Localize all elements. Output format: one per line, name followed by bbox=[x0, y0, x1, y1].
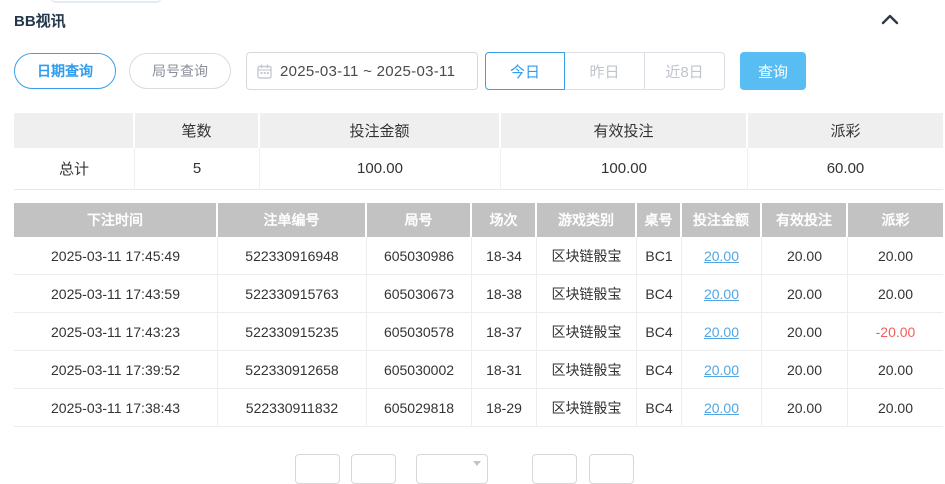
game-type-cell: 区块链骰宝 bbox=[537, 275, 637, 313]
round-no-cell: 605030578 bbox=[367, 313, 472, 351]
round-no-cell: 605030986 bbox=[367, 237, 472, 275]
header-ticket-no: 注单编号 bbox=[218, 203, 367, 237]
panel-header: BB视讯 bbox=[14, 0, 931, 30]
summary-total-label: 总计 bbox=[14, 148, 135, 190]
payout-cell: -20.00 bbox=[848, 313, 943, 351]
pagination-next-button[interactable] bbox=[532, 454, 577, 484]
table-no-cell: BC4 bbox=[637, 313, 682, 351]
game-type-cell: 区块链骰宝 bbox=[537, 389, 637, 427]
session-cell: 18-38 bbox=[472, 275, 537, 313]
ticket-no-cell: 522330911832 bbox=[218, 389, 367, 427]
bet-amount-link[interactable]: 20.00 bbox=[703, 285, 740, 302]
summary-header-bet-amount: 投注金额 bbox=[260, 113, 501, 148]
table-no-cell: BC4 bbox=[637, 351, 682, 389]
header-valid-bet: 有效投注 bbox=[762, 203, 848, 237]
payout-cell: 20.00 bbox=[848, 237, 943, 275]
valid-bet-cell: 20.00 bbox=[762, 275, 848, 313]
header-table-no: 桌号 bbox=[637, 203, 682, 237]
game-type-cell: 区块链骰宝 bbox=[537, 351, 637, 389]
summary-header-row: 笔数 投注金额 有效投注 派彩 bbox=[14, 113, 943, 148]
summary-header-valid-bet: 有效投注 bbox=[501, 113, 748, 148]
bet-time-cell: 2025-03-11 17:39:52 bbox=[14, 351, 218, 389]
ticket-no-cell: 522330915763 bbox=[218, 275, 367, 313]
table-row: 2025-03-11 17:38:43 522330911832 6050298… bbox=[14, 389, 943, 427]
table-no-cell: BC4 bbox=[637, 275, 682, 313]
page-title: BB视讯 bbox=[14, 13, 66, 30]
summary-total-row: 总计 5 100.00 100.00 60.00 bbox=[14, 148, 943, 190]
bet-time-cell: 2025-03-11 17:38:43 bbox=[14, 389, 218, 427]
session-cell: 18-34 bbox=[472, 237, 537, 275]
ticket-no-cell: 522330915235 bbox=[218, 313, 367, 351]
quick-range-yesterday-button[interactable]: 昨日 bbox=[565, 52, 645, 90]
summary-header-payout: 派彩 bbox=[748, 113, 943, 148]
ticket-no-cell: 522330912658 bbox=[218, 351, 367, 389]
valid-bet-cell: 20.00 bbox=[762, 313, 848, 351]
game-type-cell: 区块链骰宝 bbox=[537, 237, 637, 275]
table-no-cell: BC1 bbox=[637, 237, 682, 275]
valid-bet-cell: 20.00 bbox=[762, 389, 848, 427]
table-row: 2025-03-11 17:43:59 522330915763 6050306… bbox=[14, 275, 943, 313]
calendar-icon bbox=[257, 64, 272, 79]
bb-video-panel: BB视讯 日期查询 局号查询 2025-03-11 ~ 2025-03-11 bbox=[14, 0, 943, 484]
quick-range-today-button[interactable]: 今日 bbox=[485, 52, 565, 90]
table-row: 2025-03-11 17:45:49 522330916948 6050309… bbox=[14, 237, 943, 275]
session-cell: 18-31 bbox=[472, 351, 537, 389]
summary-total-count: 5 bbox=[135, 148, 260, 190]
page-size-select[interactable] bbox=[416, 454, 488, 484]
bet-time-cell: 2025-03-11 17:45:49 bbox=[14, 237, 218, 275]
table-row: 2025-03-11 17:43:23 522330915235 6050305… bbox=[14, 313, 943, 351]
collapse-panel-button[interactable] bbox=[881, 11, 899, 31]
summary-total-payout: 60.00 bbox=[748, 148, 943, 190]
round-no-cell: 605030673 bbox=[367, 275, 472, 313]
cutoff-content-fragment bbox=[50, 0, 162, 3]
detail-header-row: 下注时间 注单编号 局号 场次 游戏类别 桌号 投注金额 有效投注 派彩 bbox=[14, 203, 943, 237]
tab-round-query[interactable]: 局号查询 bbox=[129, 53, 231, 89]
quick-range-group: 今日 昨日 近8日 bbox=[485, 52, 725, 90]
pagination-jump-button[interactable] bbox=[589, 454, 634, 484]
valid-bet-cell: 20.00 bbox=[762, 351, 848, 389]
search-button[interactable]: 查询 bbox=[740, 52, 806, 90]
payout-cell: 20.00 bbox=[848, 389, 943, 427]
payout-cell: 20.00 bbox=[848, 351, 943, 389]
session-cell: 18-37 bbox=[472, 313, 537, 351]
header-payout: 派彩 bbox=[848, 203, 943, 237]
summary-table: 笔数 投注金额 有效投注 派彩 总计 5 100.00 100.00 60.00 bbox=[14, 113, 943, 190]
header-round-no: 局号 bbox=[367, 203, 472, 237]
quick-range-last8days-button[interactable]: 近8日 bbox=[645, 52, 725, 90]
summary-header-count: 笔数 bbox=[135, 113, 260, 148]
game-type-cell: 区块链骰宝 bbox=[537, 313, 637, 351]
table-no-cell: BC4 bbox=[637, 389, 682, 427]
header-session: 场次 bbox=[472, 203, 537, 237]
summary-total-valid-bet: 100.00 bbox=[501, 148, 748, 190]
payout-cell: 20.00 bbox=[848, 275, 943, 313]
bet-time-cell: 2025-03-11 17:43:59 bbox=[14, 275, 218, 313]
round-no-cell: 605030002 bbox=[367, 351, 472, 389]
valid-bet-cell: 20.00 bbox=[762, 237, 848, 275]
pagination-page-button[interactable] bbox=[351, 454, 396, 484]
pagination-prev-button[interactable] bbox=[295, 454, 340, 484]
bet-amount-link[interactable]: 20.00 bbox=[703, 247, 740, 264]
header-bet-amount: 投注金额 bbox=[682, 203, 762, 237]
summary-total-bet-amount: 100.00 bbox=[260, 148, 501, 190]
bet-records-table: 下注时间 注单编号 局号 场次 游戏类别 桌号 投注金额 有效投注 派彩 202… bbox=[14, 203, 943, 427]
table-row: 2025-03-11 17:39:52 522330912658 6050300… bbox=[14, 351, 943, 389]
bet-amount-link[interactable]: 20.00 bbox=[703, 399, 740, 416]
chevron-up-icon bbox=[881, 13, 899, 28]
date-range-input[interactable]: 2025-03-11 ~ 2025-03-11 bbox=[246, 52, 478, 90]
summary-header-blank bbox=[14, 113, 135, 148]
ticket-no-cell: 522330916948 bbox=[218, 237, 367, 275]
header-bet-time: 下注时间 bbox=[14, 203, 218, 237]
round-no-cell: 605029818 bbox=[367, 389, 472, 427]
filter-toolbar: 日期查询 局号查询 2025-03-11 ~ 2025-03-11 今日 昨日 … bbox=[14, 52, 931, 90]
bet-amount-link[interactable]: 20.00 bbox=[703, 323, 740, 340]
session-cell: 18-29 bbox=[472, 389, 537, 427]
date-range-value: 2025-03-11 ~ 2025-03-11 bbox=[280, 62, 456, 80]
bet-time-cell: 2025-03-11 17:43:23 bbox=[14, 313, 218, 351]
header-game-type: 游戏类别 bbox=[537, 203, 637, 237]
bet-amount-link[interactable]: 20.00 bbox=[703, 361, 740, 378]
tab-date-query[interactable]: 日期查询 bbox=[14, 53, 116, 89]
